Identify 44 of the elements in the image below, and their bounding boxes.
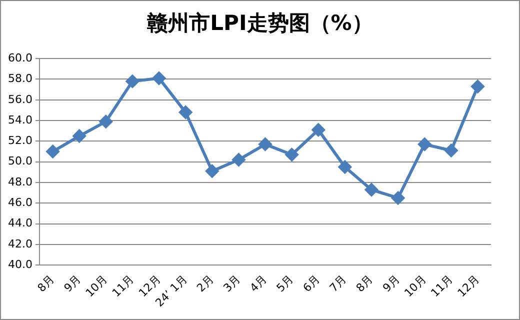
x-tick-label: 11月 [428, 272, 456, 300]
y-tick-label: 56.0 [8, 92, 32, 106]
x-tick-label: 9月 [62, 272, 84, 295]
point [392, 191, 405, 204]
x-tick-label: 8月 [34, 272, 57, 295]
x-tick-label: 4月 [247, 272, 270, 295]
y-tick-label: 54.0 [8, 113, 32, 126]
x-tick-label: 10月 [83, 272, 110, 300]
point [99, 115, 112, 128]
x-tick-label: 6月 [300, 272, 323, 295]
point [258, 138, 272, 151]
y-tick-label: 50.0 [8, 154, 32, 168]
y-tick-label: 60.0 [8, 51, 32, 64]
point [126, 74, 139, 88]
point [152, 72, 166, 85]
point [46, 145, 60, 158]
x-tick-label: 7月 [327, 272, 350, 295]
point [471, 80, 484, 93]
x-tick-label: 11月 [110, 272, 137, 300]
point [285, 148, 298, 162]
point [364, 183, 378, 196]
x-tick-label: 2月 [194, 272, 216, 295]
y-tick-label: 40.0 [8, 258, 32, 271]
x-tick-label: 8月 [354, 272, 376, 295]
y-tick-label: 48.0 [8, 175, 32, 188]
x-tick-label: 12月 [454, 272, 482, 300]
point [418, 138, 432, 151]
x-tick-label: 9月 [380, 272, 402, 295]
y-tick-label: 46.0 [8, 196, 32, 210]
x-tick-label: 5月 [274, 272, 296, 295]
point [232, 153, 246, 166]
point [338, 160, 352, 174]
y-tick-label: 44.0 [8, 216, 32, 230]
point [72, 130, 86, 143]
point [312, 123, 325, 136]
y-tick-label: 42.0 [8, 237, 32, 250]
y-tick-label: 58.0 [8, 72, 32, 86]
chart-title: 赣州市LPI走势图（%） [146, 10, 374, 37]
x-tick-label: 10月 [402, 272, 429, 300]
point [206, 164, 219, 178]
y-tick-label: 52.0 [8, 134, 32, 148]
x-tick-label: 3月 [220, 272, 243, 295]
point [179, 106, 192, 119]
point [444, 144, 458, 157]
